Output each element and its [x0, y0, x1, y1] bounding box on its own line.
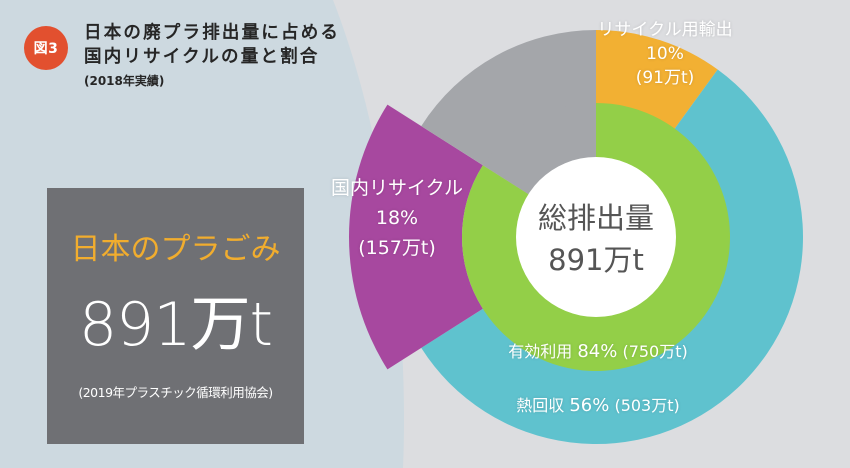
center-circle	[516, 157, 676, 317]
label-heat-pct: 56%	[569, 395, 610, 416]
center-total-value: 891万t	[548, 243, 644, 277]
label-effective-amount: (750万t)	[622, 342, 688, 361]
label-export-amount: (91万t)	[635, 68, 695, 88]
label-export: リサイクル用輸出 10% (91万t)	[590, 18, 740, 90]
center-total-title: 総排出量	[537, 201, 654, 235]
label-heat-recovery: 熱回収 56% (503万t)	[478, 392, 718, 416]
summary-label: 日本のプラごみ	[70, 232, 281, 267]
label-effective-use: 有効利用 84% (750万t)	[478, 338, 718, 362]
label-heat-amount: (503万t)	[614, 396, 680, 415]
chart-subtitle: (2018年実績)	[84, 74, 165, 88]
summary-value: 891万t	[78, 290, 273, 360]
label-heat-name: 熱回収	[516, 396, 565, 415]
summary-box: 日本のプラごみ 891万t (2019年プラスチック循環利用協会)	[47, 188, 304, 444]
label-domestic-name: 国内リサイクル	[330, 177, 464, 199]
slice-domestic-recycle	[348, 104, 483, 370]
label-export-pct: 10%	[646, 44, 684, 64]
label-effective-pct: 84%	[577, 341, 618, 362]
title-line-1: 日本の廃プラ排出量に占める	[84, 23, 341, 43]
center-total: 総排出量 891万t	[516, 197, 676, 281]
label-domestic-pct: 18%	[375, 207, 419, 229]
chart-title: 日本の廃プラ排出量に占める 国内リサイクルの量と割合	[84, 21, 444, 69]
summary-source: (2019年プラスチック循環利用協会)	[78, 385, 273, 400]
label-export-name: リサイクル用輸出	[597, 20, 733, 40]
label-domestic-amount: (157万t)	[358, 237, 436, 259]
title-line-2: 国内リサイクルの量と割合	[84, 47, 320, 67]
label-effective-name: 有効利用	[508, 342, 573, 361]
figure-badge: 図3	[24, 26, 68, 70]
label-domestic-recycle: 国内リサイクル 18% (157万t)	[322, 173, 472, 263]
